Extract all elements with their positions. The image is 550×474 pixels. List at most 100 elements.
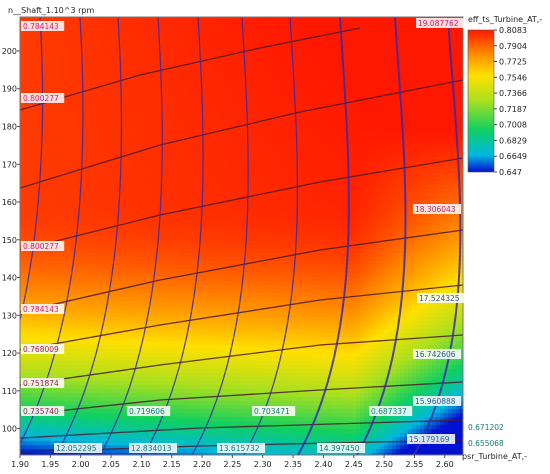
heat-cell [148,249,153,254]
heat-cell [136,105,141,110]
heat-cell [156,65,161,70]
heat-cell [76,265,81,270]
heat-cell [184,225,189,230]
heat-cell [124,357,129,362]
heat-cell [96,125,101,130]
heat-cell [176,365,181,370]
heat-cell [64,21,69,26]
heat-cell [32,129,37,134]
heat-cell [180,205,185,210]
heat-cell [144,201,149,206]
heat-cell [188,241,193,246]
heat-cell [40,277,45,282]
heat-cell [104,137,109,142]
heat-cell [44,205,49,210]
heat-cell [112,81,117,86]
heat-cell [104,229,109,234]
heat-cell [124,453,129,455]
heat-cell [28,237,33,242]
heat-cell [180,153,185,158]
heat-cell [76,369,81,374]
heat-cell [164,329,169,334]
heat-cell [188,385,193,390]
heat-cell [64,453,69,455]
heat-cell [124,137,129,142]
heat-cell [76,417,81,422]
heat-cell [36,393,41,398]
heat-cell [164,53,169,58]
heat-cell [116,393,121,398]
heat-cell [176,137,181,142]
heat-cell [132,313,137,318]
heat-cell [132,93,137,98]
heat-cell [192,313,197,318]
heat-cell [140,417,145,422]
heat-cell [136,261,141,266]
heat-cell [148,289,153,294]
heat-cell [172,125,177,130]
heat-cell [68,361,73,366]
heat-cell [96,241,101,246]
heat-cell [116,453,121,455]
heat-cell [128,89,133,94]
heat-cell [180,109,185,114]
heat-cell [188,321,193,326]
heat-cell [172,177,177,182]
heat-cell [76,229,81,234]
heat-cell [192,213,197,218]
heat-cell [64,61,69,66]
heat-cell [140,85,145,90]
heat-cell [196,453,201,455]
heat-cell [28,109,33,114]
heat-cell [52,285,57,290]
heat-cell [24,261,29,266]
heat-cell [120,141,125,146]
heat-cell [120,245,125,250]
heat-cell [104,293,109,298]
heat-cell [32,113,37,118]
heat-cell [152,437,157,442]
heat-cell [180,389,185,394]
heat-cell [124,57,129,62]
heat-cell [76,293,81,298]
heat-cell [188,121,193,126]
heat-cell [136,109,141,114]
heat-cell [120,93,125,98]
heat-cell [156,245,161,250]
heat-cell [176,229,181,234]
heat-cell [124,265,129,270]
heat-cell [164,65,169,70]
heat-cell [180,101,185,106]
heat-cell [156,53,161,58]
heat-cell [48,185,53,190]
heat-cell [156,185,161,190]
heat-cell [88,53,93,58]
heat-cell [88,93,93,98]
heat-cell [192,181,197,186]
heat-cell [60,397,65,402]
heat-cell [152,117,157,122]
heat-cell [172,241,177,246]
heat-cell [164,349,169,354]
heat-cell [56,161,61,166]
heat-cell [100,261,105,266]
heat-cell [60,193,65,198]
heat-cell [100,173,105,178]
heat-cell [120,53,125,58]
heat-cell [32,281,37,286]
heat-cell [116,309,121,314]
heat-cell [64,277,69,282]
heat-cell [172,453,177,455]
heat-cell [124,413,129,418]
heat-cell [148,257,153,262]
heat-cell [128,197,133,202]
heat-cell [96,45,101,50]
heat-cell [52,73,57,78]
heat-cell [180,61,185,66]
heat-cell [168,337,173,342]
heat-cell [80,329,85,334]
heat-cell [184,105,189,110]
heat-cell [104,409,109,414]
heat-cell [92,165,97,170]
heat-cell [64,73,69,78]
